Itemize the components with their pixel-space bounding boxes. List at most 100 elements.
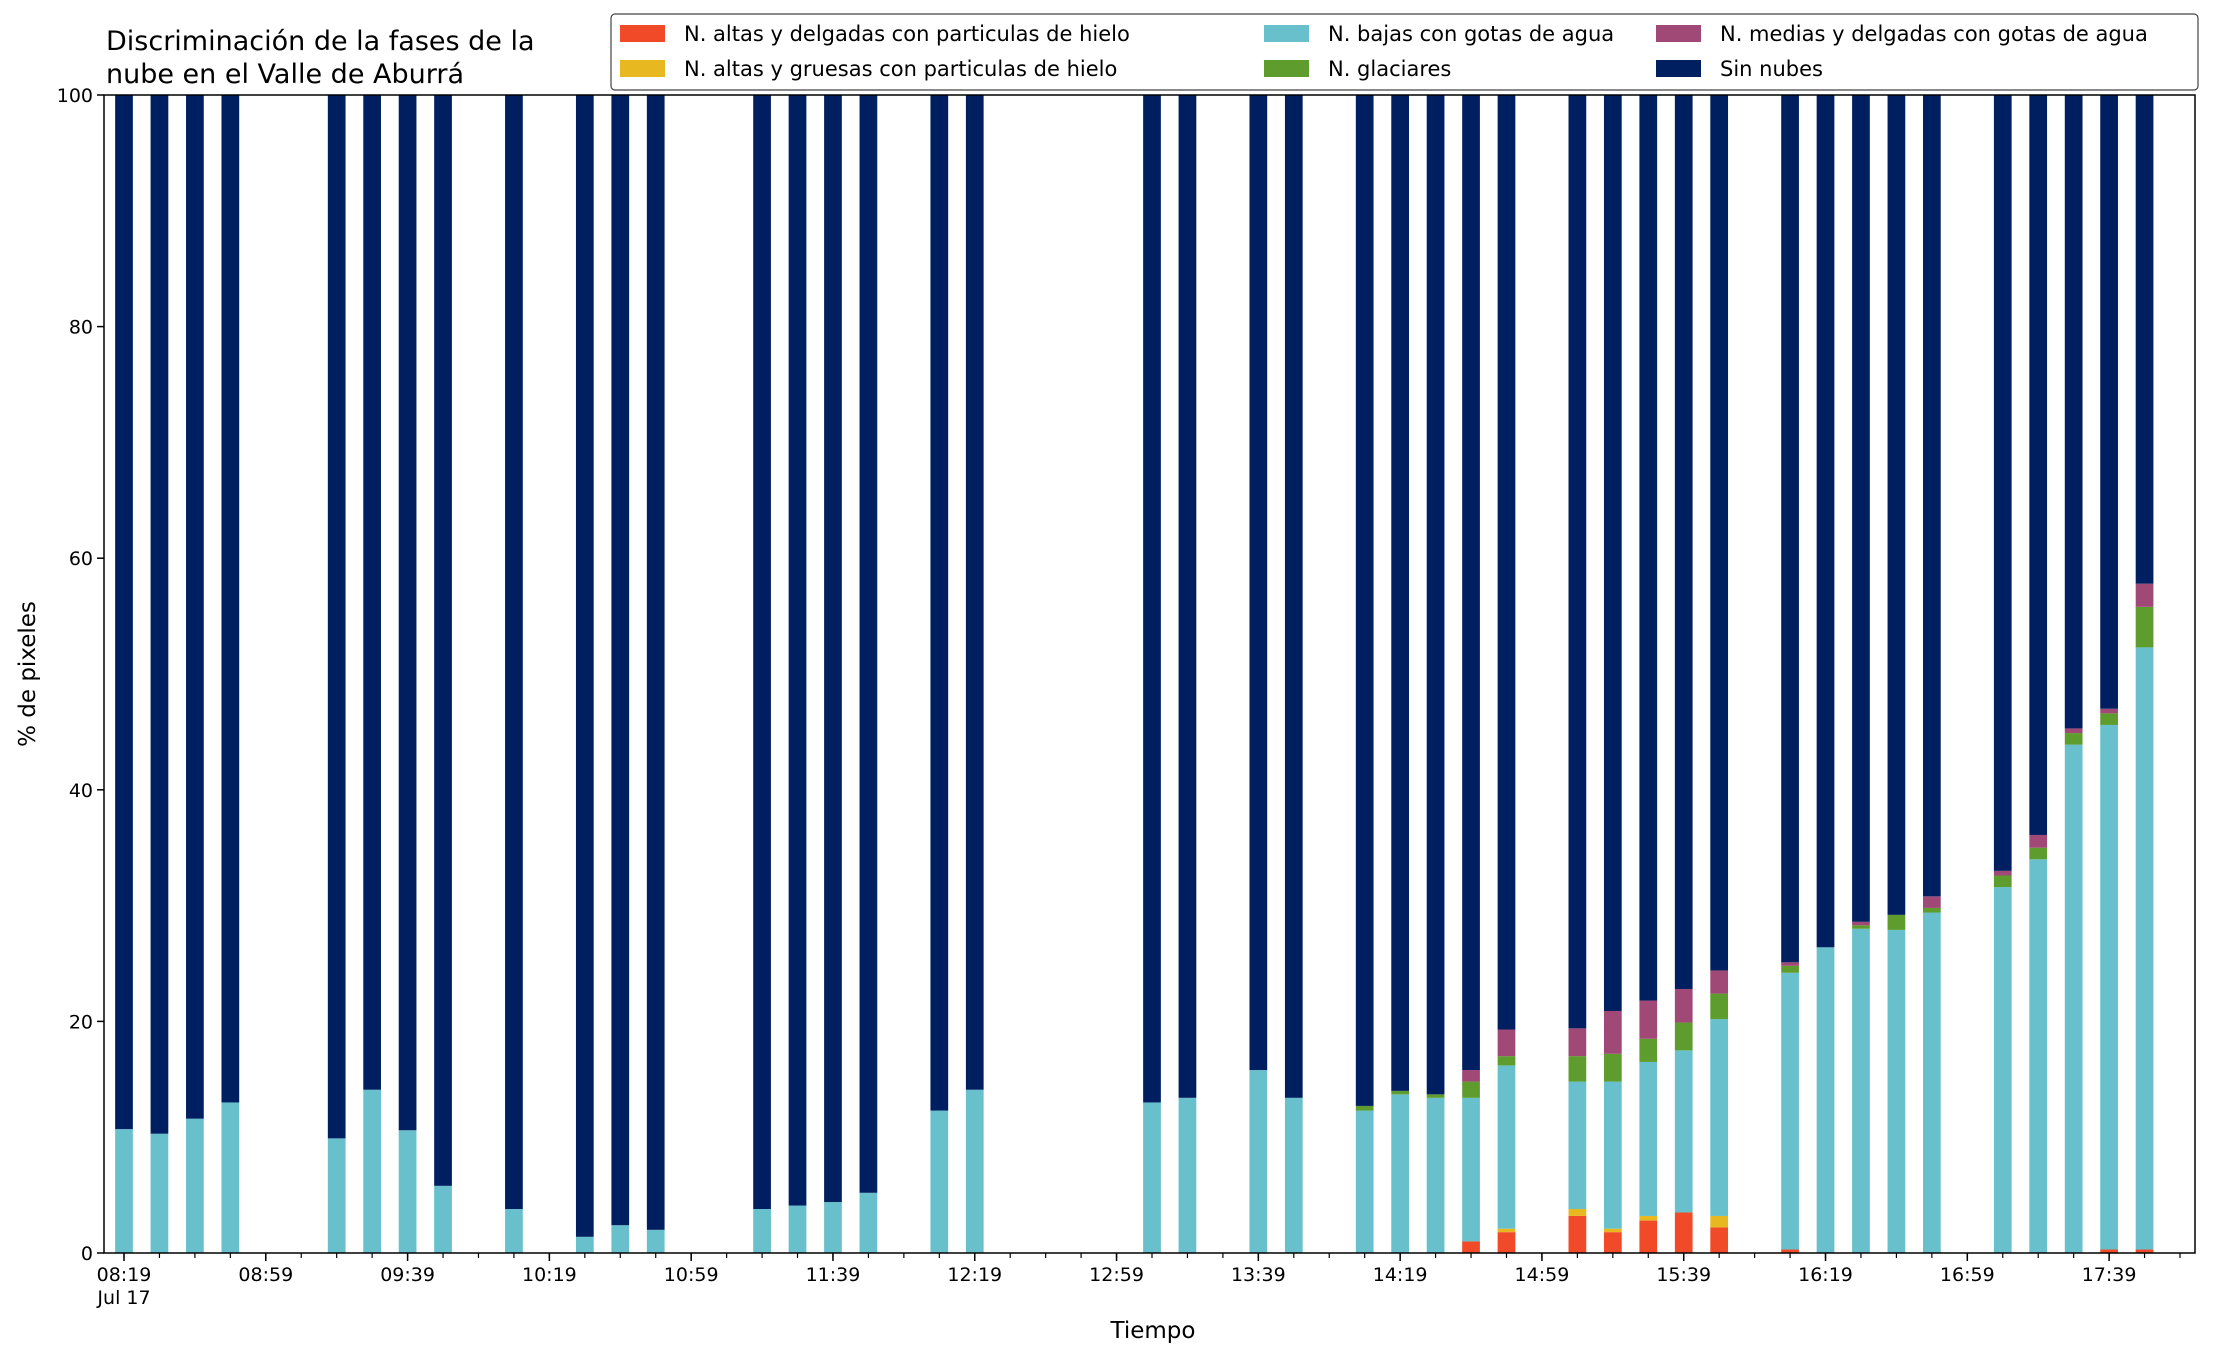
bar-segment <box>1852 95 1870 922</box>
bar-segment <box>1497 1228 1516 1233</box>
bar-segment <box>2100 1249 2118 1253</box>
bar-segment <box>824 1202 842 1253</box>
bar-segment <box>1178 95 1197 1098</box>
x-tick-sublabel: Jul 17 <box>96 1287 150 1309</box>
bar-segment <box>1674 95 1693 989</box>
bar-stack <box>575 95 594 1253</box>
bar-stack <box>1816 95 1835 1253</box>
bar-segment <box>1993 870 2012 876</box>
bar-segment <box>1674 1050 1693 1213</box>
bar-segment <box>1639 95 1658 1001</box>
bar-segment <box>1852 928 1870 1253</box>
legend-item: N. glaciares <box>1264 57 1451 81</box>
legend-swatch <box>1656 60 1701 77</box>
x-tick-label: 14:19 <box>1373 1264 1428 1286</box>
bar-segment <box>859 95 878 1193</box>
x-tick-label: 17:39 <box>2082 1264 2137 1286</box>
x-tick-label: 15:39 <box>1656 1264 1711 1286</box>
bar-segment <box>150 1133 169 1253</box>
bar-segment <box>1639 1061 1658 1216</box>
plot-frame <box>103 94 2196 1254</box>
legend-swatch <box>1264 25 1309 42</box>
y-tick-label: 80 <box>69 317 93 339</box>
bar-segment <box>1603 1228 1622 1233</box>
bar-stack <box>186 95 204 1253</box>
x-tick-label: 10:59 <box>664 1264 719 1286</box>
bar-segment <box>1497 1056 1516 1066</box>
bar-segment <box>965 1089 984 1253</box>
bar-segment <box>2029 847 2048 860</box>
bar-segment <box>1923 907 1941 913</box>
bar-segment <box>965 95 984 1090</box>
legend-swatch <box>1656 25 1701 42</box>
bar-segment <box>1603 95 1622 1011</box>
legend-frame <box>610 13 2199 91</box>
bar-segment <box>1462 1070 1480 1082</box>
legend-label: N. medias y delgadas con gotas de agua <box>1720 22 2148 46</box>
bar-segment <box>646 95 665 1230</box>
bar-segment <box>930 1110 949 1253</box>
bar-stack <box>2029 95 2048 1253</box>
bar-segment <box>1355 95 1374 1106</box>
bar-stack <box>150 95 169 1253</box>
bar-stack <box>1674 95 1693 1253</box>
bar-segment <box>1852 925 1870 929</box>
bar-segment <box>575 1236 594 1253</box>
bar-segment <box>2100 95 2118 709</box>
bar-segment <box>327 95 346 1139</box>
bar-segment <box>363 95 381 1090</box>
bar-segment <box>2029 95 2048 835</box>
bar-segment <box>1284 1097 1303 1253</box>
bar-segment <box>1568 1028 1587 1057</box>
bar-stack <box>2100 95 2118 1253</box>
bar-stacks <box>115 95 2154 1253</box>
bar-segment <box>1497 1232 1516 1253</box>
legend-item: N. altas y delgadas con particulas de hi… <box>620 22 1130 46</box>
bar-segment <box>1426 95 1445 1095</box>
bar-segment <box>1603 1232 1622 1253</box>
bar-segment <box>788 95 807 1206</box>
bar-segment <box>1674 1212 1693 1253</box>
y-axis-label: % de pixeles <box>15 601 41 747</box>
bar-segment <box>1249 1070 1268 1253</box>
legend-label: N. altas y gruesas con particulas de hie… <box>684 57 1117 81</box>
bar-segment <box>1462 1097 1480 1242</box>
bar-segment <box>1887 95 1906 915</box>
bar-segment <box>1568 1056 1587 1082</box>
bar-segment <box>1603 1081 1622 1229</box>
bar-stack <box>788 95 807 1253</box>
bar-stack <box>1143 95 1161 1253</box>
bar-segment <box>2100 713 2118 725</box>
bar-segment <box>2029 834 2048 848</box>
legend-item: N. altas y gruesas con particulas de hie… <box>620 57 1117 81</box>
bar-segment <box>1887 914 1906 930</box>
bar-segment <box>1639 1220 1658 1253</box>
bar-stack <box>611 95 630 1253</box>
x-tick-label: 16:59 <box>1940 1264 1995 1286</box>
bar-segment <box>1710 1227 1729 1253</box>
bar-segment <box>1923 912 1941 1253</box>
bar-segment <box>115 1129 133 1253</box>
bar-segment <box>1426 1094 1445 1098</box>
bar-stack <box>1284 95 1303 1253</box>
bar-segment <box>1639 1215 1658 1221</box>
legend-item: Sin nubes <box>1656 57 1823 81</box>
bar-segment <box>1639 1000 1658 1039</box>
bar-segment <box>1923 95 1941 897</box>
bar-segment <box>1143 95 1161 1103</box>
bar-segment <box>1710 993 1729 1020</box>
bar-segment <box>1781 965 1799 973</box>
bar-segment <box>2064 733 2083 745</box>
bar-segment <box>1603 1010 1622 1054</box>
bar-segment <box>1249 95 1268 1071</box>
bar-segment <box>1887 929 1906 1253</box>
bar-segment <box>1497 95 1516 1030</box>
bar-segment <box>1639 1038 1658 1062</box>
chart-title-line-2: nube en el Valle de Aburrá <box>106 59 464 90</box>
bar-stack <box>753 95 771 1253</box>
x-axis-label: Tiempo <box>1110 1318 1196 1344</box>
bar-stack <box>327 95 346 1253</box>
bar-segment <box>398 95 417 1131</box>
